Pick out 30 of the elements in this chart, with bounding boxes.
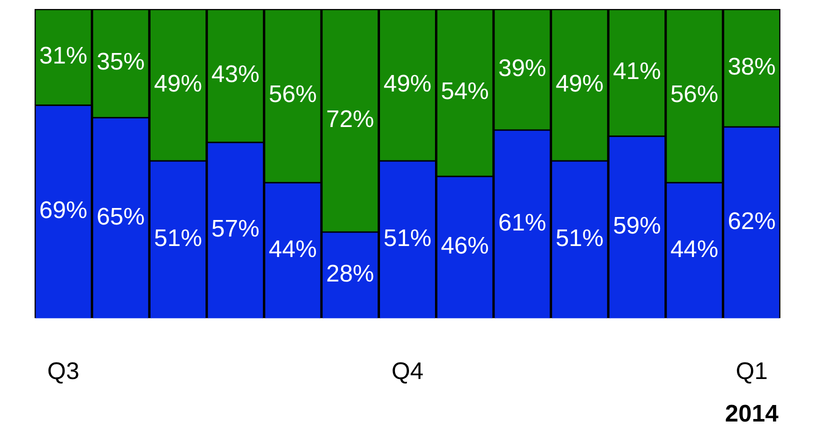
data-label: 39% <box>498 54 546 82</box>
data-label: 38% <box>728 53 776 80</box>
text: 2014 <box>725 400 780 428</box>
data-label: 62% <box>728 208 776 235</box>
data-label: 49% <box>383 70 432 98</box>
data-label: 51% <box>383 224 432 252</box>
data-label: 65% <box>96 203 145 230</box>
x-tick-label: Q4 <box>391 358 424 386</box>
x-tick-label: Q3 <box>47 358 80 386</box>
data-label: 59% <box>612 212 661 240</box>
data-label: 56% <box>268 81 317 108</box>
data-label: 51% <box>556 224 604 252</box>
data-label: 41% <box>612 58 661 86</box>
data-label: 35% <box>96 48 145 76</box>
data-label: 46% <box>440 232 489 260</box>
data-label: 28% <box>326 260 374 288</box>
data-label: 43% <box>211 61 260 88</box>
data-label: 57% <box>211 216 260 243</box>
data-label: 31% <box>39 42 88 70</box>
data-label: 49% <box>154 70 202 98</box>
data-label: 72% <box>326 106 374 133</box>
data-label: 54% <box>440 78 489 106</box>
data-label: 61% <box>498 210 546 237</box>
x-tick-label: Q1 <box>736 358 768 386</box>
data-label: 49% <box>556 70 604 98</box>
data-label: 51% <box>154 224 202 252</box>
data-label: 44% <box>268 236 317 263</box>
data-label: 69% <box>39 197 88 224</box>
data-label: 44% <box>670 236 718 263</box>
data-label: 56% <box>670 81 718 108</box>
